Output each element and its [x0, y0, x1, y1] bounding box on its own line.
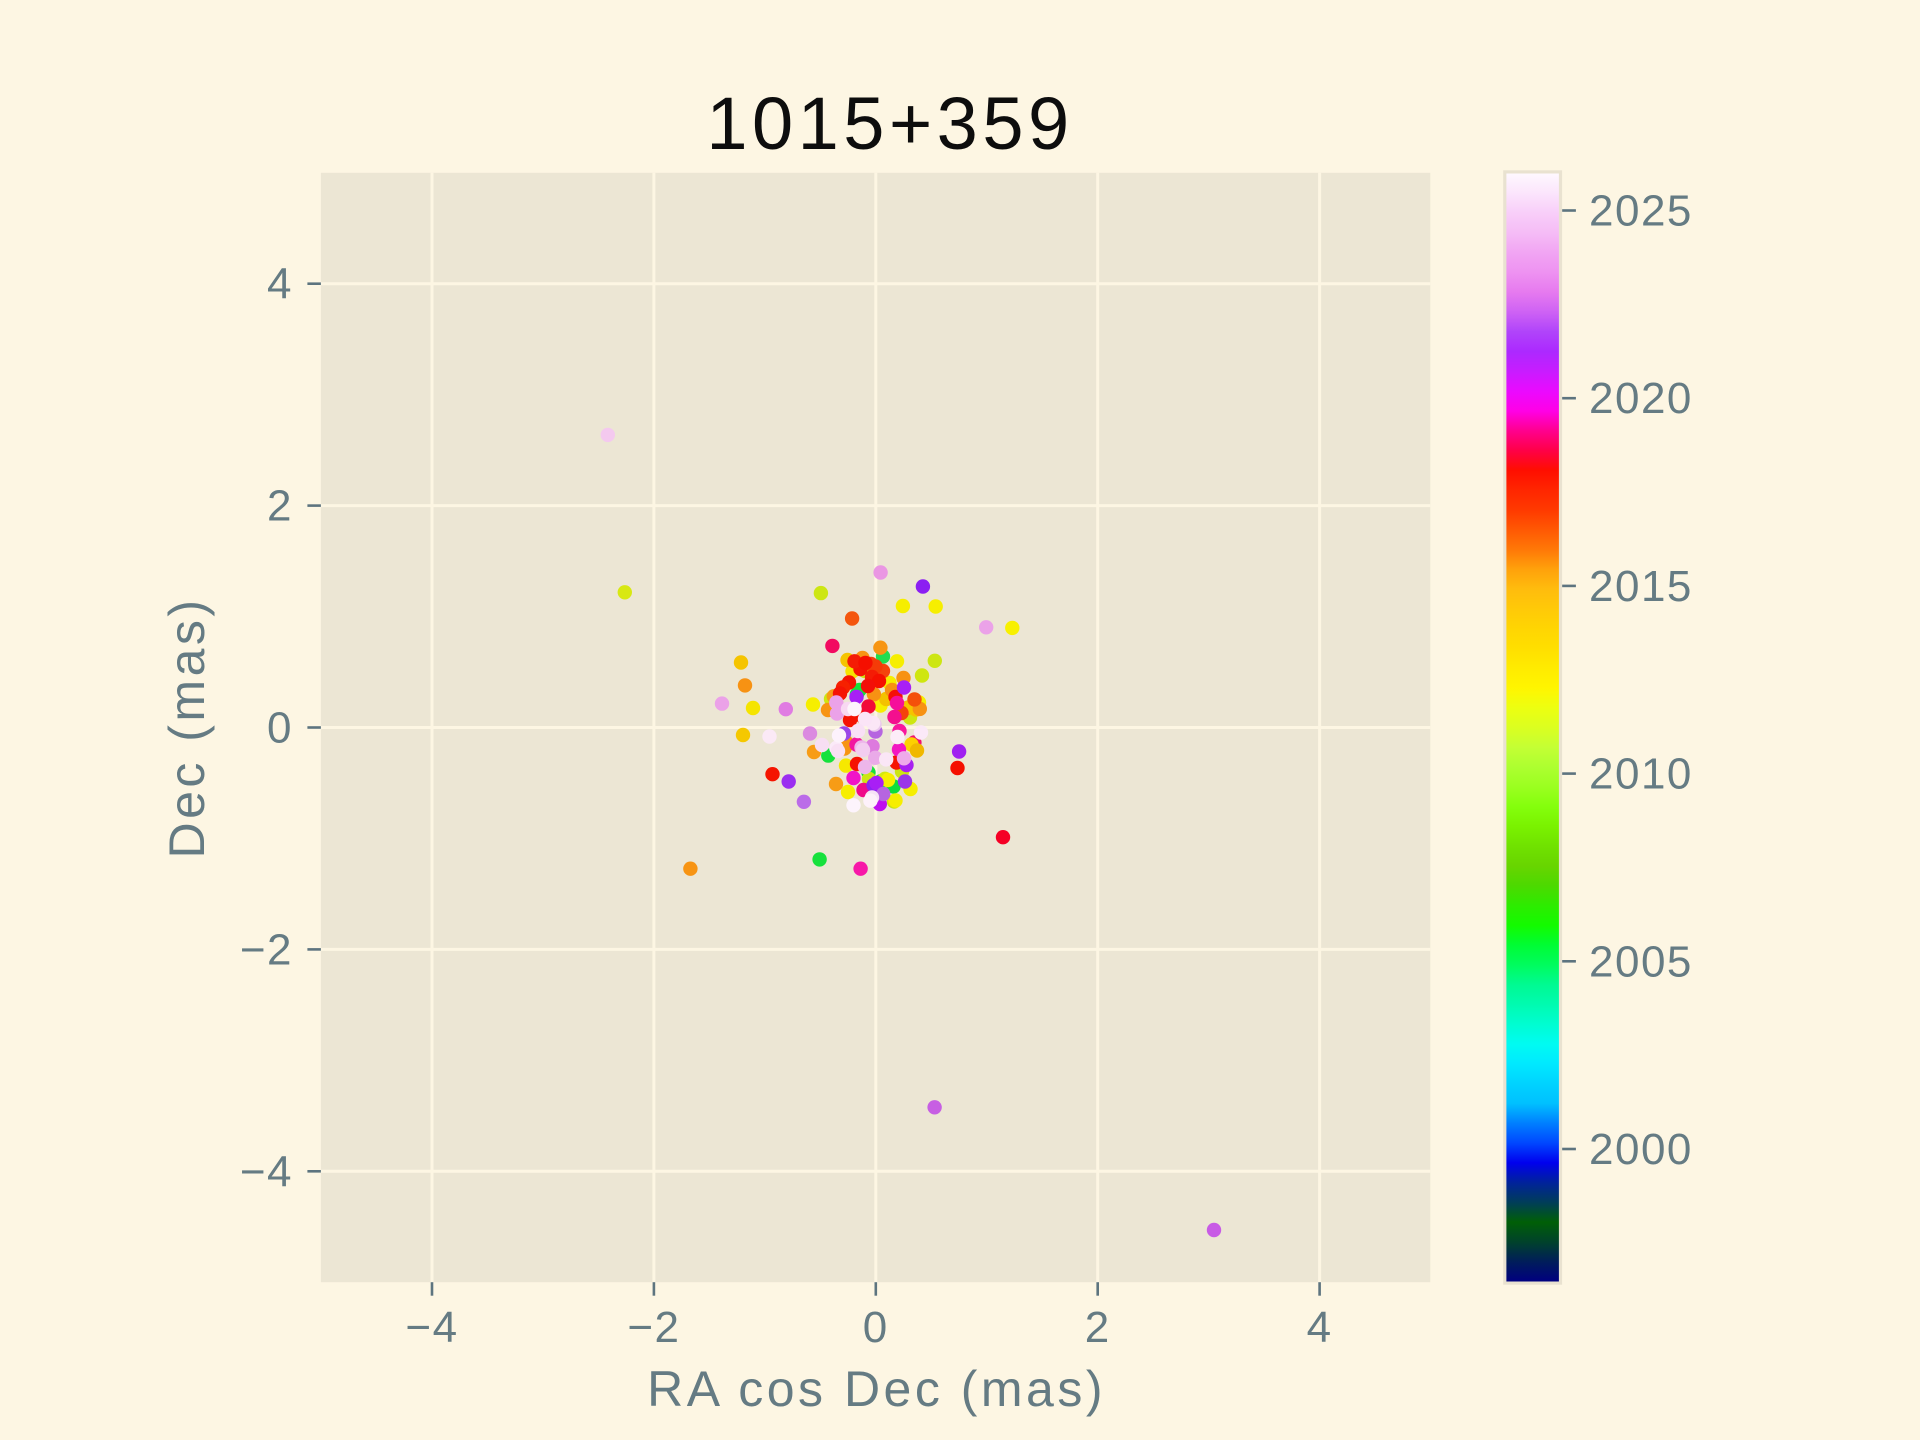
svg-text:2020: 2020 [1589, 374, 1693, 423]
svg-text:0: 0 [863, 1303, 889, 1352]
svg-text:−4: −4 [240, 1147, 293, 1196]
svg-text:−2: −2 [240, 925, 293, 974]
svg-text:2010: 2010 [1589, 750, 1693, 799]
svg-text:RA cos Dec (mas): RA cos Dec (mas) [647, 1361, 1106, 1417]
svg-text:Dec (mas): Dec (mas) [159, 596, 215, 858]
svg-text:2: 2 [1085, 1303, 1111, 1352]
svg-text:0: 0 [267, 704, 293, 753]
svg-text:2: 2 [267, 482, 293, 531]
svg-text:1015+359: 1015+359 [706, 82, 1073, 165]
svg-text:2000: 2000 [1589, 1125, 1693, 1174]
svg-text:−4: −4 [405, 1303, 458, 1352]
svg-text:2025: 2025 [1589, 187, 1693, 236]
svg-text:2005: 2005 [1589, 937, 1693, 986]
svg-text:4: 4 [267, 260, 293, 309]
svg-text:2015: 2015 [1589, 562, 1693, 611]
svg-text:−2: −2 [627, 1303, 680, 1352]
svg-text:4: 4 [1307, 1303, 1333, 1352]
